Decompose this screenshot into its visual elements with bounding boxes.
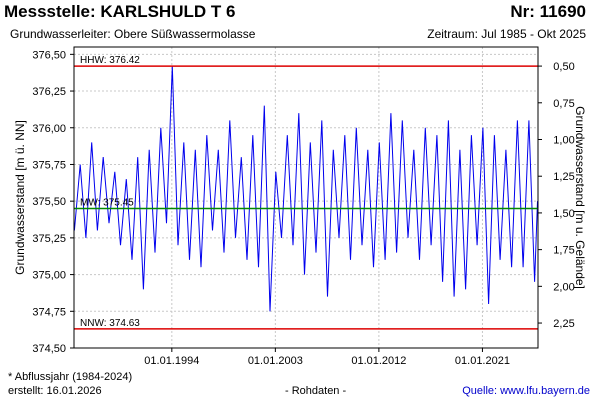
mw-line-label: MW: 375.45 <box>80 198 134 209</box>
station-title: Messstelle: KARLSHULD T 6 <box>4 2 236 21</box>
aquifer-label: Grundwasserleiter: Obere Süßwassermolass… <box>10 27 256 41</box>
groundwater-level-line <box>73 66 538 312</box>
y2-axis-title: Grundwasserstand [m u. Gelände] <box>573 106 587 289</box>
footnote: * Abflussjahr (1984-2024) <box>8 371 133 383</box>
x-tick-label: 01.01.2012 <box>351 355 406 367</box>
y2-tick-label: 1,75 <box>553 245 574 257</box>
y2-tick-label: 1,50 <box>553 208 574 220</box>
y2-tick-label: 2,00 <box>553 281 574 293</box>
y-axis-title: Grundwasserstand [m ü. NN] <box>13 120 27 275</box>
station-number: Nr: 11690 <box>510 2 586 21</box>
x-tick-label: 01.01.2003 <box>248 355 303 367</box>
source-link[interactable]: Quelle: www.lfu.bayern.de <box>462 385 590 397</box>
y-tick-label: 375,75 <box>32 159 66 171</box>
y2-tick-label: 1,25 <box>553 171 574 183</box>
y2-tick-label: 1,00 <box>553 135 574 147</box>
y-tick-label: 374,50 <box>32 343 66 355</box>
period-label: Zeitraum: Jul 1985 - Okt 2025 <box>427 27 586 41</box>
y2-tick-label: 0,50 <box>553 61 574 73</box>
raw-data-note: - Rohdaten - <box>285 385 347 397</box>
hhw-line-label: HHW: 376.42 <box>80 55 140 66</box>
y-tick-label: 376,00 <box>32 123 66 135</box>
y-tick-label: 375,50 <box>32 196 66 208</box>
created-date: erstellt: 16.01.2026 <box>8 385 102 397</box>
y2-tick-label: 0,75 <box>553 98 574 110</box>
y-tick-label: 376,50 <box>32 49 66 61</box>
x-tick-label: 01.01.2021 <box>455 355 510 367</box>
nnw-line-label: NNW: 374.63 <box>80 318 140 329</box>
y-tick-label: 376,25 <box>32 86 66 98</box>
y-tick-label: 374,75 <box>32 306 66 318</box>
x-tick-label: 01.01.1994 <box>144 355 199 367</box>
plot-frame <box>73 46 539 349</box>
y-tick-label: 375,00 <box>32 270 66 282</box>
y2-tick-label: 2,25 <box>553 318 574 330</box>
y-tick-label: 375,25 <box>32 233 66 245</box>
